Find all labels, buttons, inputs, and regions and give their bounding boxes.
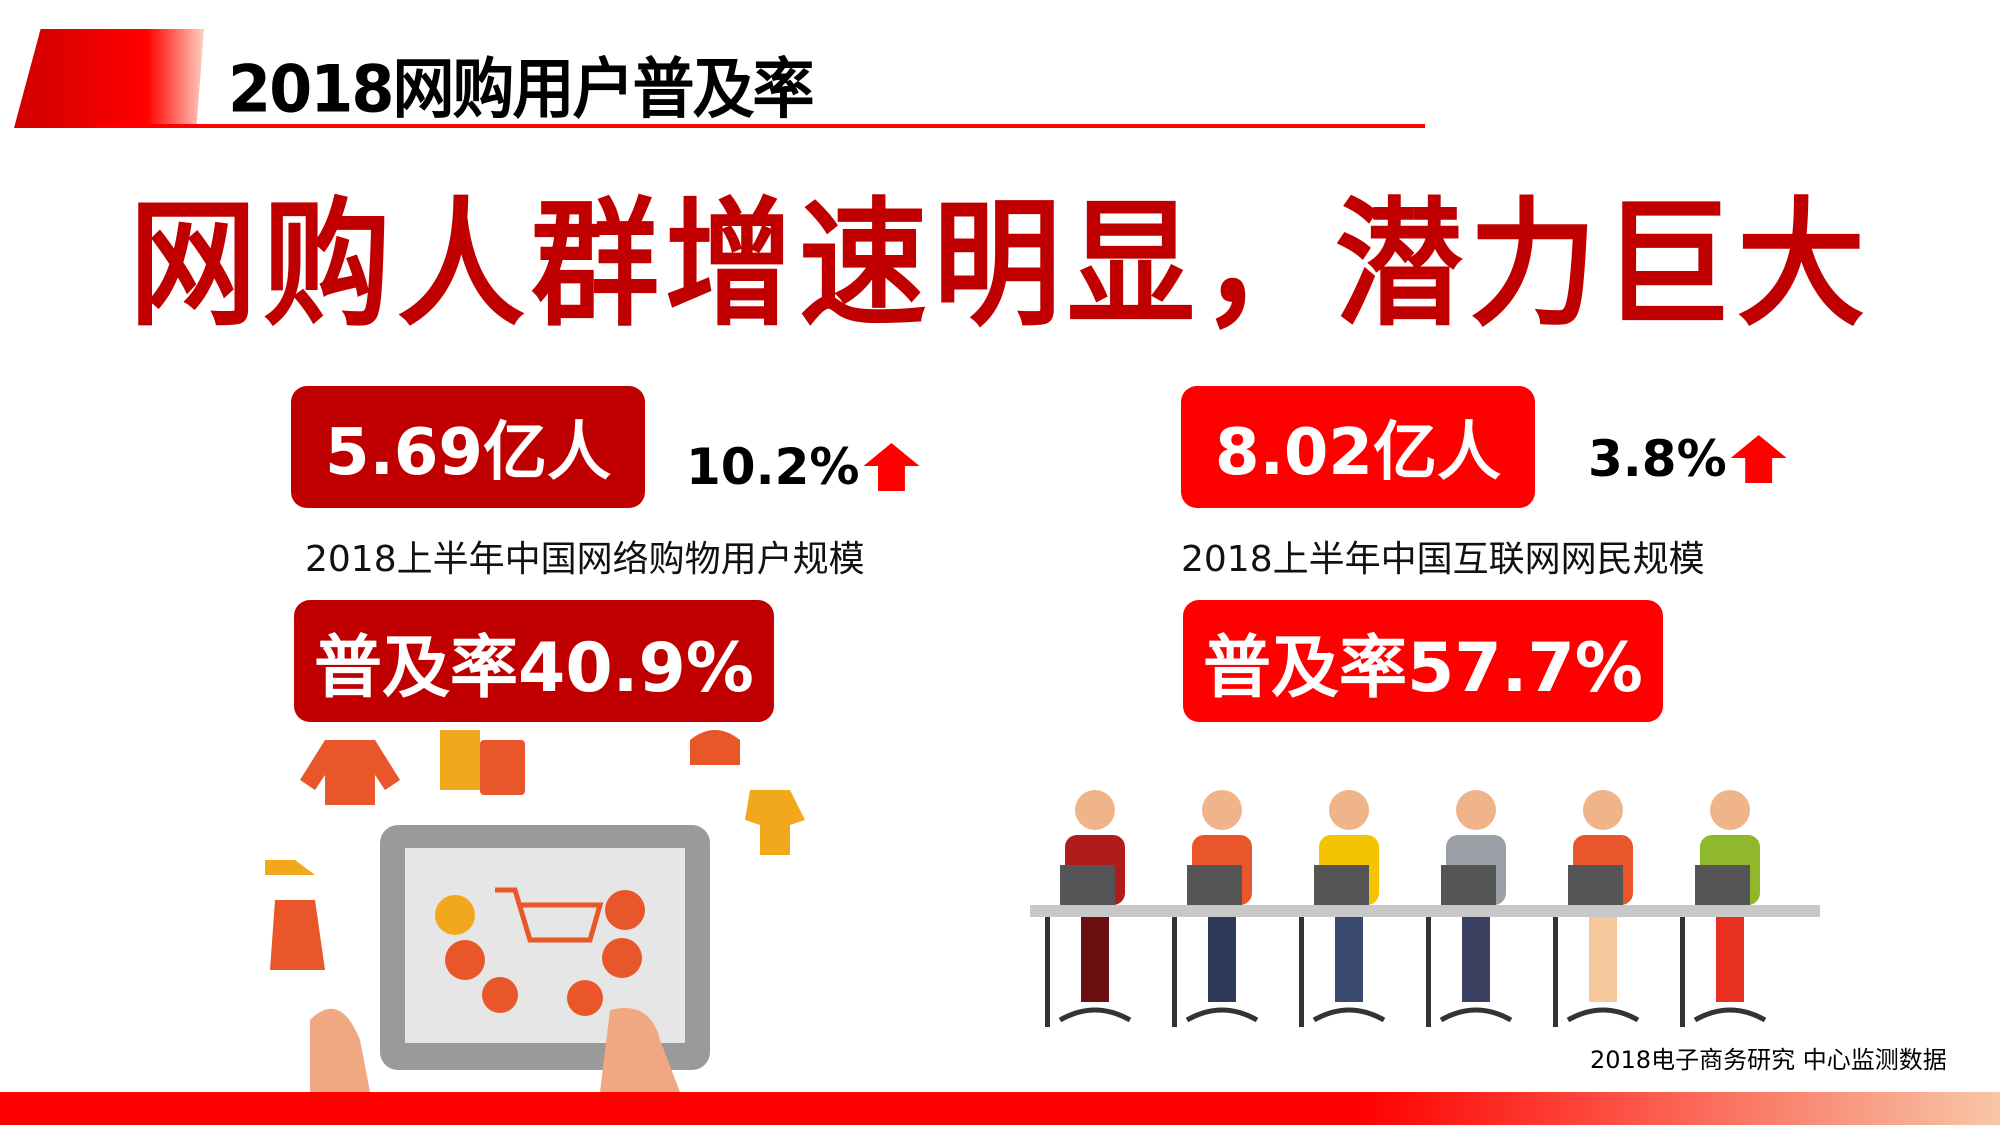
growth-value: 3.8% (1588, 430, 1727, 488)
shopping-users-value: 5.69亿人 (325, 416, 611, 490)
arrow-up-icon (1730, 435, 1787, 483)
shopping-users-box: 5.69亿人 (291, 386, 645, 508)
internet-rate-value: 普及率57.7% (1203, 628, 1643, 708)
internet-users-caption: 2018上半年中国互联网网民规模 (1181, 539, 1705, 580)
person-figure (1553, 790, 1640, 1027)
shopping-users-caption: 2018上半年中国网络购物用户规模 (305, 539, 865, 580)
header-divider (97, 124, 1425, 128)
section-title: 2018网购用户普及率 (228, 50, 815, 128)
online-shopping-illustration (265, 730, 805, 1092)
internet-users-illustration (1030, 790, 1820, 1027)
internet-users-box: 8.02亿人 (1181, 386, 1535, 508)
arrow-up-icon (863, 443, 920, 491)
shopping-users-growth: 10.2% (686, 438, 920, 496)
main-title: 网购人群增速明显，潜力巨大 (128, 185, 1871, 346)
internet-rate-box: 普及率57.7% (1183, 600, 1663, 722)
internet-users-value: 8.02亿人 (1215, 416, 1501, 490)
person-figure (1426, 790, 1513, 1027)
person-figure (1172, 790, 1259, 1027)
person-figure (1299, 790, 1386, 1027)
footer-bar (0, 1092, 2000, 1125)
person-figure (1045, 790, 1132, 1027)
shopping-rate-value: 普及率40.9% (314, 628, 754, 708)
internet-users-growth: 3.8% (1588, 430, 1787, 488)
growth-value: 10.2% (686, 438, 860, 496)
data-source-note: 2018电子商务研究 中心监测数据 (1590, 1046, 1947, 1074)
header-accent (14, 29, 204, 128)
shopping-rate-box: 普及率40.9% (294, 600, 774, 722)
person-figure (1680, 790, 1767, 1027)
